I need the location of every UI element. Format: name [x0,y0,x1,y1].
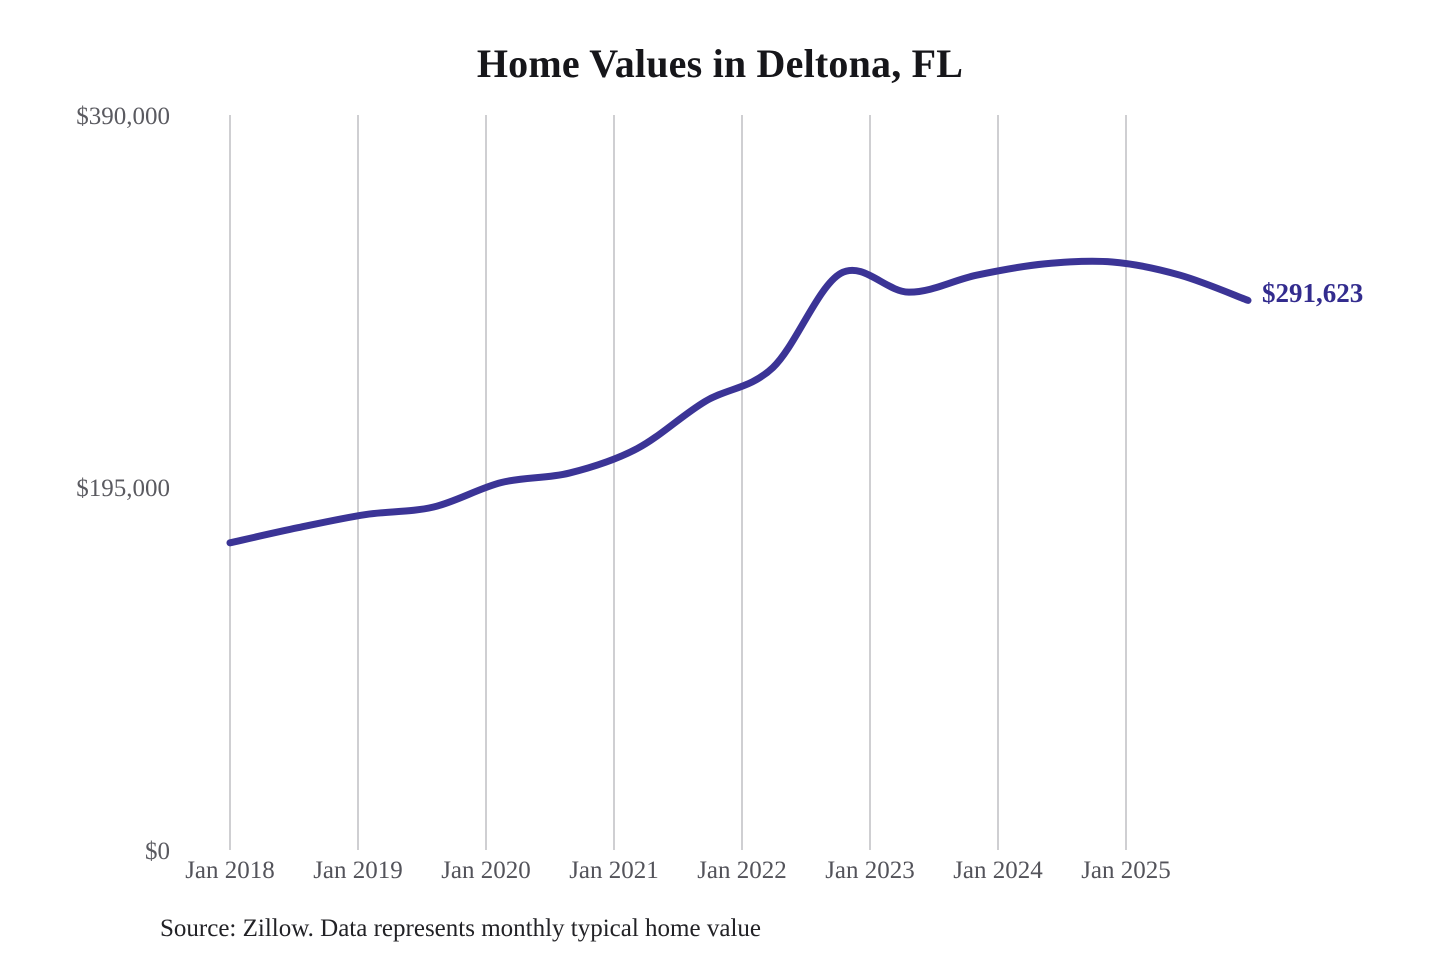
x-axis-tick-jan-2020: Jan 2020 [441,857,531,884]
x-axis-tick-jan-2018: Jan 2018 [185,857,275,884]
x-axis-tick-jan-2025: Jan 2025 [1081,857,1171,884]
home-value-series-line [226,257,1252,547]
y-axis-tick-195000: $195,000 [76,475,170,502]
y-axis-tick-0: $0 [145,838,170,865]
chart-title: Home Values in Deltona, FL [476,41,964,86]
x-axis-tick-jan-2021: Jan 2021 [569,857,659,884]
end-value-annotation: $291,623 [1262,278,1364,308]
x-axis-tick-jan-2022: Jan 2022 [697,857,787,884]
gridlines [229,115,1127,850]
y-axis-tick-390000: $390,000 [76,103,170,130]
x-axis-tick-jan-2023: Jan 2023 [825,857,915,884]
x-axis-tick-jan-2019: Jan 2019 [313,857,403,884]
x-axis-tick-jan-2024: Jan 2024 [953,857,1043,884]
source-note: Source: Zillow. Data represents monthly … [160,915,761,942]
